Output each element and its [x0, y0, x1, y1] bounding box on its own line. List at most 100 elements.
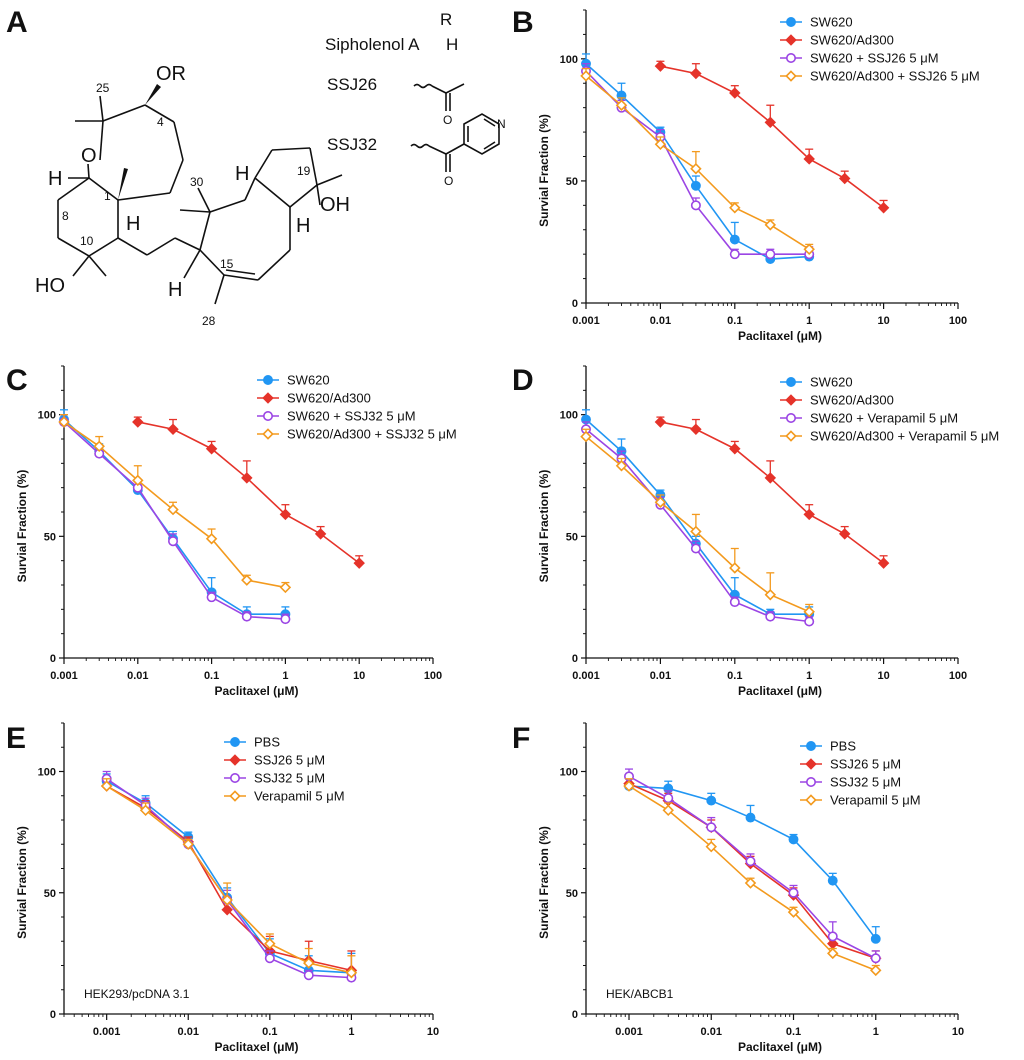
legend-entry-sw620-b: SW620: [780, 15, 853, 30]
legend-entry-sw620-ad300-b: SW620/Ad300: [780, 33, 894, 48]
data-point-c: [167, 423, 179, 435]
data-point-f: [870, 964, 882, 977]
series-ssj26-5-um-e: [100, 778, 358, 977]
legend-marker-c: [263, 375, 273, 385]
data-point-b: [690, 67, 702, 80]
panel-letter-c: C: [6, 364, 28, 397]
data-point-b: [877, 202, 890, 214]
position-28: 28: [202, 314, 216, 328]
x-tick-label-f: 0.1: [786, 1026, 801, 1038]
chart-panel-c: C 0 50 100 0.001 0.01 0.1 1 10 100 Paclitaxel (μM)…: [6, 364, 457, 698]
data-point-c: [279, 508, 292, 521]
legend-label-e: Verapamil 5 μM: [254, 789, 345, 804]
data-point-c: [205, 443, 218, 455]
data-point-b: [615, 99, 628, 111]
position-15: 15: [220, 257, 234, 271]
legend-label-b: SW620 + SSJ26 5 μM: [810, 51, 939, 66]
y-axis-title-c: Survial Fraction (%): [15, 470, 29, 583]
data-point-c: [167, 503, 179, 516]
data-point-b: [765, 249, 776, 260]
legend-marker-b: [785, 52, 796, 63]
legend-label-d: SW620: [810, 375, 853, 390]
legend-entry-sw620-ad300-c: SW620/Ad300: [257, 391, 371, 406]
data-point-c: [280, 614, 291, 625]
oh-substituent: OH: [320, 194, 350, 216]
position-8: 8: [62, 209, 69, 223]
data-point-b: [764, 116, 777, 129]
legend-label-f: SSJ26 5 μM: [830, 757, 901, 772]
legend-entry-sw620-verapamil-5-um-d: SW620 + Verapamil 5 μM: [780, 411, 958, 426]
data-point-f: [745, 812, 756, 823]
x-axis-title-c: Paclitaxel (μM): [214, 684, 298, 698]
legend-entry-sw620-ad300-verapamil-5-um-d: SW620/Ad300 + Verapamil 5 μM: [780, 429, 999, 444]
x-tick-label-b: 0.001: [572, 315, 600, 327]
y-tick-label-d: 100: [560, 410, 578, 422]
legend-label-d: SW620 + Verapamil 5 μM: [810, 411, 958, 426]
legend-marker-c: [262, 410, 273, 421]
data-point-c: [58, 416, 70, 428]
data-point-d: [690, 525, 702, 538]
or-substituent: OR: [156, 63, 186, 85]
legend-entry-sw620-d: SW620: [780, 375, 853, 390]
data-point-d: [838, 528, 851, 540]
data-point-c: [168, 536, 179, 547]
data-point-d: [729, 597, 740, 608]
x-tick-label-d: 0.001: [572, 670, 600, 682]
data-point-d: [765, 611, 776, 622]
cell-line-label-f: HEK/ABCB1: [606, 987, 674, 1001]
data-point-c: [241, 472, 253, 484]
data-point-d: [690, 543, 701, 554]
data-point-d: [877, 557, 890, 569]
h-atom-top: H: [235, 163, 249, 185]
legend-entry-verapamil-5-um-e: Verapamil 5 μM: [224, 789, 345, 804]
data-point-f: [827, 875, 838, 886]
legend-entry-pbs-f: PBS: [800, 739, 856, 754]
data-point-c: [132, 474, 144, 487]
data-point-b: [764, 219, 777, 231]
position-30: 30: [190, 175, 204, 189]
data-point-f: [663, 793, 674, 804]
legend-entry-sw620-c: SW620: [257, 373, 330, 388]
legend-marker-e: [229, 790, 241, 802]
panel-letter-f: F: [512, 722, 530, 755]
legend-marker-d: [785, 394, 797, 406]
data-point-b: [838, 172, 851, 185]
data-point-f: [827, 931, 838, 942]
data-point-b: [580, 70, 592, 82]
series-line-e: [106, 785, 352, 974]
h-atom-bottom: H: [168, 279, 182, 301]
position-1: 1: [104, 189, 111, 203]
legend-marker-e: [230, 737, 240, 747]
legend-label-f: Verapamil 5 μM: [830, 793, 921, 808]
data-point-d: [580, 430, 592, 443]
data-point-f: [787, 906, 800, 918]
y-tick-label-e: 50: [44, 888, 56, 900]
legend-label-f: PBS: [830, 739, 856, 754]
chart-panel-f: F 0 50 100 0.001 0.01 0.1 1 10 Paclitaxel (μM) Sur…: [512, 722, 964, 1054]
position-25: 25: [96, 81, 110, 95]
x-tick-label-c: 10: [353, 670, 365, 682]
x-tick-label-c: 100: [424, 670, 442, 682]
legend-marker-c: [262, 428, 274, 440]
legend-label-e: SSJ26 5 μM: [254, 753, 325, 768]
panel-letter-d: D: [512, 364, 534, 397]
legend-marker-e: [229, 754, 241, 766]
legend-entry-verapamil-5-um-f: Verapamil 5 μM: [800, 793, 921, 808]
x-axis-title-e: Paclitaxel (μM): [214, 1040, 298, 1054]
series-sw620-ad300-d: [654, 416, 890, 569]
data-point-e: [345, 967, 358, 979]
x-tick-label-f: 0.001: [615, 1026, 643, 1038]
x-tick-label-c: 1: [282, 670, 288, 682]
x-tick-label-b: 100: [949, 315, 967, 327]
legend-label-c: SW620: [287, 373, 330, 388]
ssj32-carbonyl-oxygen: O: [444, 174, 453, 188]
x-axis-title-d: Paclitaxel (μM): [738, 684, 822, 698]
x-tick-label-c: 0.001: [50, 670, 78, 682]
legend-label-f: SSJ32 5 μM: [830, 775, 901, 790]
x-tick-label-f: 1: [873, 1026, 879, 1038]
data-point-e: [221, 894, 233, 906]
compound-name-ssj26: SSJ26: [327, 75, 377, 94]
y-tick-label-f: 100: [560, 767, 578, 779]
x-tick-label-d: 0.1: [727, 670, 742, 682]
legend-label-e: SSJ32 5 μM: [254, 771, 325, 786]
